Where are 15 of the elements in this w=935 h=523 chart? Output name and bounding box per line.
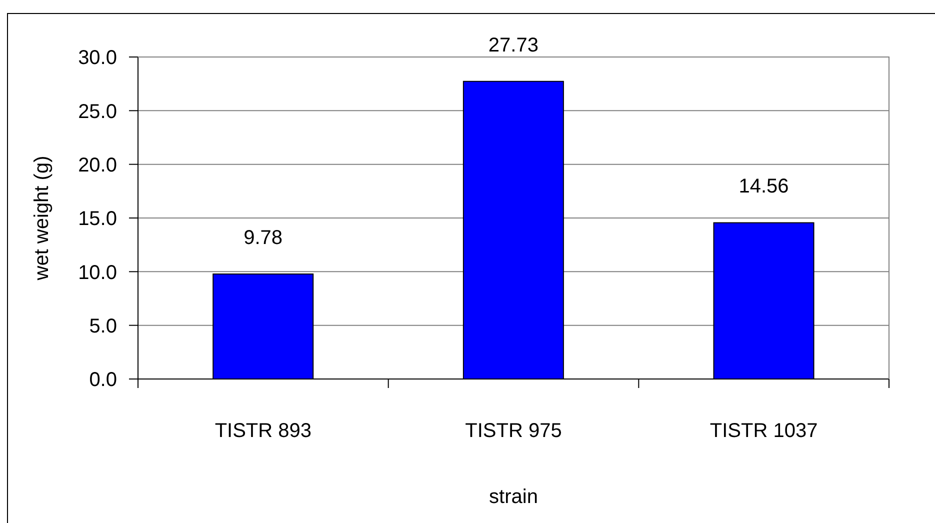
x-axis-title: strain [489,486,538,508]
y-tick-label: 25.0 [78,100,117,123]
y-tick-label: 0.0 [89,369,117,392]
y-tick-label: 10.0 [78,262,117,284]
data-label: 9.78 [244,227,283,250]
data-label: 27.73 [488,34,538,56]
y-tick-label: 30.0 [78,47,117,70]
y-tick-label: 20.0 [78,154,117,176]
y-tick-label: 5.0 [89,315,117,338]
data-label: 14.56 [738,176,789,198]
y-axis-title: wet weight (g) [31,156,53,282]
x-tick-label: TISTR 893 [214,420,312,442]
x-tick-label: TISTR 975 [465,420,562,442]
x-tick-label: TISTR 1037 [710,420,818,442]
y-tick-label: 15.0 [78,208,117,230]
